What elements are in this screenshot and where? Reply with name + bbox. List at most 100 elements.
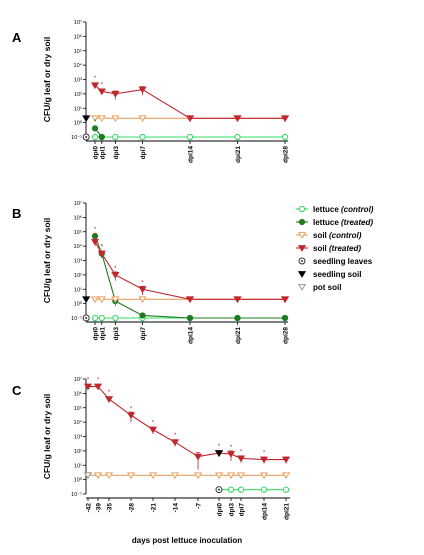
data-point	[83, 472, 93, 480]
panel-letter: B	[12, 206, 21, 221]
data-point	[214, 472, 224, 480]
series-seedling-leaves	[215, 486, 223, 494]
series-soil-treated	[90, 238, 290, 304]
data-point	[139, 312, 146, 319]
series-seedling-soil	[82, 296, 91, 304]
significance-marker: *	[114, 266, 117, 272]
filled-triangle-icon	[297, 245, 307, 252]
y-tick-label: 10⁵	[74, 229, 82, 236]
data-point	[186, 133, 194, 141]
y-tick-label: 10⁵	[74, 48, 82, 55]
data-point	[282, 486, 290, 493]
data-point	[97, 250, 106, 258]
legend-name: lettuce	[313, 205, 339, 214]
x-tick-label: dpi21	[284, 503, 291, 520]
significance-marker: *	[94, 233, 97, 239]
legend-label: lettuce (treated)	[313, 218, 373, 227]
series-seedling-leaves	[82, 314, 90, 322]
data-point	[82, 314, 90, 322]
x-tick-label: -35	[107, 503, 114, 513]
series-seedling-soil	[214, 450, 224, 457]
data-point	[104, 472, 114, 480]
data-point	[111, 296, 120, 304]
black-triangle-icon	[297, 271, 307, 278]
data-point	[259, 472, 269, 480]
significance-marker: *	[130, 406, 133, 412]
significance-marker: *	[101, 82, 104, 88]
y-tick-label: 10²	[74, 273, 82, 279]
series-line	[94, 241, 285, 300]
data-point	[97, 115, 106, 123]
y-tick-label: 10²	[74, 449, 82, 455]
significance-marker: *	[108, 390, 111, 396]
data-point	[138, 286, 147, 294]
y-axis-label: CFU/g leaf or dry soil	[42, 218, 52, 304]
y-tick-label: 10⁶	[74, 214, 82, 221]
target-dot	[301, 260, 303, 262]
data-point	[97, 88, 106, 96]
series-line	[94, 84, 285, 119]
x-tick-label: dpi3	[229, 503, 236, 517]
x-tick-label: -42	[86, 503, 93, 513]
x-tick-label: dpi0	[93, 327, 100, 341]
x-tick-label: dpi0	[217, 503, 224, 517]
series-seedling-soil	[82, 115, 91, 123]
data-point	[91, 232, 99, 240]
legend-name: soil	[313, 231, 327, 240]
data-point	[280, 115, 290, 123]
x-tick-label: dpi28	[283, 146, 290, 163]
series-lettuce-treated	[91, 125, 105, 141]
data-point	[281, 472, 291, 480]
x-tick-label: dpi7	[239, 503, 246, 517]
significance-marker: *	[97, 378, 100, 384]
y-tick-label: 10⁶	[74, 33, 82, 40]
x-tick-label: -28	[129, 503, 136, 513]
significance-marker: *	[240, 449, 243, 455]
y-tick-label: 10⁻¹	[71, 316, 82, 322]
significance-marker: *	[218, 444, 221, 450]
y-tick-label: 10⁰	[74, 477, 83, 484]
data-point	[82, 115, 91, 123]
data-point	[111, 271, 120, 279]
y-axis-label: CFU/g leaf or dry soil	[42, 394, 52, 480]
legend-name: lettuce	[313, 218, 339, 227]
data-point	[138, 86, 147, 94]
legend-qualifier: (control)	[339, 205, 374, 214]
series-pot-soil	[83, 472, 93, 480]
y-tick-label: 10¹	[74, 463, 82, 469]
data-point	[90, 296, 100, 304]
data-point	[237, 486, 245, 493]
legend-qualifier: (treated)	[339, 218, 374, 227]
data-point	[227, 486, 235, 493]
significance-marker: *	[263, 451, 266, 457]
data-point	[281, 133, 289, 141]
significance-marker: *	[141, 280, 144, 286]
legend-item-soil-control: soil (control)	[296, 231, 362, 240]
y-tick-label: 10⁴	[74, 62, 83, 69]
x-tick-label: dpi3	[113, 327, 120, 341]
data-point	[214, 450, 224, 457]
x-tick-label: dpi21	[235, 327, 242, 344]
data-point	[93, 472, 103, 480]
legend-label: lettuce (control)	[313, 205, 374, 214]
panel-c: C 10⁻¹ 10⁰ 10¹ 10² 10³ 10⁴ 10⁵ 10⁶ 10⁷ CFU/g leaf …	[12, 376, 291, 545]
x-tick-label: dpi14	[262, 503, 269, 520]
y-tick-label: 10²	[74, 92, 82, 98]
x-tick-label: dpi7	[140, 146, 147, 160]
series-seedling-leaves	[82, 133, 90, 141]
y-tick-label: 10³	[74, 259, 82, 265]
significance-marker: *	[94, 76, 97, 82]
legend-qualifier: (control)	[327, 231, 362, 240]
data-point	[148, 426, 158, 434]
significance-marker: *	[87, 378, 90, 384]
legend-item-lettuce-control: lettuce (control)	[296, 205, 374, 214]
y-tick-label: 10⁷	[74, 200, 82, 207]
significance-marker: *	[230, 445, 233, 451]
legend-name: seedling leaves	[313, 257, 373, 266]
x-tick-label: dpi21	[235, 146, 242, 163]
data-point	[138, 115, 147, 123]
data-point	[215, 486, 223, 494]
series-soil-control	[83, 472, 291, 480]
data-point	[193, 453, 203, 461]
x-tick-label: dpi3	[113, 146, 120, 160]
